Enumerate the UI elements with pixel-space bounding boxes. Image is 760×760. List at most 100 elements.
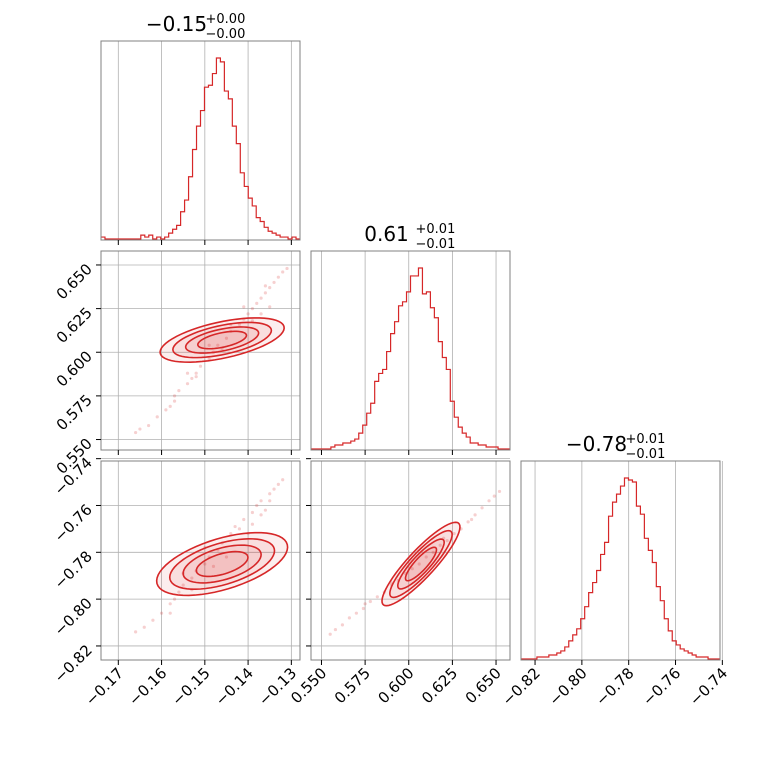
scatter-point (168, 404, 172, 408)
scatter-point (255, 301, 259, 305)
panel-frame (100, 460, 301, 661)
scatter-point (452, 531, 456, 536)
pair-content (328, 489, 502, 636)
panel-frame (310, 250, 511, 451)
scatter-point (172, 399, 177, 403)
scatter-point (134, 430, 138, 435)
scatter-point (333, 627, 338, 632)
scatter-point (255, 503, 259, 508)
title-value: −0.15 (146, 12, 207, 36)
scatter-point (237, 527, 242, 531)
scatter-point (281, 270, 285, 274)
scatter-point (138, 427, 142, 431)
contour-level-2 (396, 538, 445, 590)
scatter-point (363, 602, 367, 606)
contour-level-3 (196, 330, 248, 350)
scatter-point (134, 630, 138, 634)
scatter-point (268, 286, 272, 290)
scatter-point (177, 590, 181, 594)
scatter-point (181, 583, 185, 587)
histogram-step (311, 267, 510, 450)
x-tick-label: 0.650 (462, 664, 505, 707)
scatter-point (159, 611, 164, 615)
panel-title-2: −0.78 (566, 432, 627, 456)
scatter-point (224, 336, 229, 340)
title-lower-error: −0.01 (416, 237, 456, 252)
x-tick-label: −0.14 (212, 664, 257, 709)
scatter-point (216, 343, 220, 347)
scatter-point (224, 555, 229, 559)
scatter-point (276, 482, 280, 487)
x-tick-label: −0.80 (545, 664, 590, 709)
scatter-point (340, 623, 345, 627)
x-tick-label: 0.575 (331, 664, 374, 707)
scatter-point (168, 611, 172, 615)
y-tick-label: 0.575 (53, 391, 96, 434)
scatter-point (190, 376, 194, 381)
contour-level-2 (184, 326, 260, 354)
scatter-point (361, 606, 365, 611)
scatter-point (492, 494, 496, 498)
x-tick-label: −0.16 (125, 664, 170, 709)
scatter-point (151, 618, 155, 622)
x-tick-label: −0.74 (686, 664, 731, 709)
title-value: −0.78 (566, 432, 627, 456)
contour-level-1 (389, 529, 453, 599)
scatter-point (146, 423, 151, 428)
scatter-point (164, 408, 168, 412)
x-tick-label: −0.15 (168, 664, 213, 709)
title-lower-error: −0.00 (206, 27, 246, 42)
y-tick-label: −0.78 (51, 547, 96, 592)
scatter-point (190, 576, 194, 580)
scatter-point (250, 319, 255, 323)
scatter-point (194, 375, 198, 379)
title-upper-error: +0.01 (626, 432, 666, 447)
panel-title-0: −0.15 (146, 12, 207, 36)
contour-level-2 (182, 544, 262, 584)
panel-frame (100, 40, 301, 241)
scatter-point (211, 564, 216, 568)
contour-level-0 (381, 521, 461, 607)
scatter-point (469, 517, 474, 522)
scatter-point (272, 487, 276, 491)
pair-content (134, 266, 289, 435)
scatter-point (272, 280, 276, 285)
x-tick-label: −0.76 (639, 664, 684, 709)
scatter-point (375, 595, 379, 599)
scatter-point (424, 555, 428, 559)
scatter-point (473, 513, 477, 517)
scatter-point (368, 599, 372, 604)
histogram-step (101, 57, 300, 240)
scatter-point (417, 562, 421, 566)
contour-level-1 (168, 538, 276, 591)
scatter-point (285, 266, 289, 271)
panel-frame (100, 250, 301, 451)
scatter-point (250, 522, 255, 526)
title-upper-error: +0.01 (416, 222, 456, 237)
x-tick-label: 0.625 (418, 664, 461, 707)
scatter-point (198, 364, 203, 368)
contour-level-0 (155, 531, 289, 597)
y-tick-label: 0.600 (53, 347, 96, 390)
scatter-point (410, 567, 414, 571)
scatter-point (168, 602, 172, 606)
scatter-point (207, 343, 211, 347)
scatter-point (177, 389, 181, 393)
panel-frame (520, 460, 721, 661)
scatter-point (259, 312, 263, 316)
scatter-point (233, 524, 237, 529)
scatter-point (328, 632, 332, 636)
x-tick-label: −0.82 (499, 664, 544, 709)
x-tick-label: −0.13 (255, 664, 300, 709)
title-lower-error: −0.01 (626, 447, 666, 462)
scatter-point (142, 625, 146, 629)
scatter-point (438, 543, 442, 547)
pair-panel-2 (310, 458, 511, 661)
pair-content (134, 478, 289, 634)
hist-panel-0: −0.15+0.00−0.00 (100, 12, 301, 241)
scatter-point (203, 562, 207, 566)
panel-title-1: 0.61 (364, 222, 409, 246)
scatter-point (487, 499, 491, 503)
title-value: 0.61 (364, 222, 409, 246)
